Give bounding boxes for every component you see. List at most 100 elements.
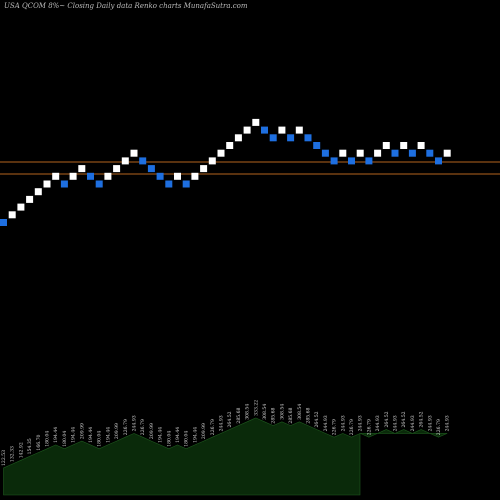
down-brick bbox=[321, 149, 329, 157]
down-brick bbox=[60, 180, 68, 188]
volume-label: 209.99 bbox=[149, 423, 155, 439]
down-brick bbox=[182, 180, 190, 188]
level-lines bbox=[0, 161, 500, 175]
volume-label: 244.93 bbox=[323, 415, 329, 431]
up-brick bbox=[130, 149, 138, 157]
up-brick bbox=[43, 180, 51, 188]
up-brick bbox=[400, 142, 408, 149]
up-brick bbox=[113, 165, 121, 173]
volume-label: 194.44 bbox=[71, 427, 77, 443]
volume-label: 308.54 bbox=[297, 404, 303, 420]
down-brick bbox=[269, 134, 277, 142]
volume-label: 226.79 bbox=[366, 419, 372, 435]
volume-label: 226.79 bbox=[210, 419, 216, 435]
volume-label: 209.99 bbox=[79, 423, 85, 439]
volume-label: 226.79 bbox=[140, 419, 146, 435]
down-brick bbox=[139, 157, 147, 165]
down-brick bbox=[304, 134, 312, 142]
volume-label: 244.93 bbox=[427, 415, 433, 431]
volume-label: 194.44 bbox=[53, 427, 59, 443]
down-brick bbox=[435, 157, 442, 165]
up-brick bbox=[226, 142, 234, 149]
down-brick bbox=[261, 126, 268, 134]
up-brick bbox=[252, 118, 260, 126]
up-brick bbox=[339, 149, 347, 157]
down-brick bbox=[156, 172, 164, 180]
up-brick bbox=[278, 126, 286, 134]
down-brick bbox=[313, 142, 321, 149]
volume-label: 180.04 bbox=[45, 431, 51, 447]
volume-label: 285.68 bbox=[306, 407, 312, 423]
volume-label: 226.79 bbox=[123, 419, 129, 435]
down-brick bbox=[287, 134, 295, 142]
volume-label: 244.93 bbox=[393, 415, 399, 431]
volume-label: 244.93 bbox=[219, 415, 225, 431]
up-brick bbox=[191, 172, 199, 180]
volume-label: 264.52 bbox=[227, 411, 233, 427]
up-brick bbox=[234, 134, 242, 142]
volume-label: 285.68 bbox=[288, 407, 294, 423]
renko-bricks bbox=[0, 118, 451, 226]
volume-label: 244.93 bbox=[410, 415, 416, 431]
down-brick bbox=[0, 219, 7, 226]
up-brick bbox=[69, 172, 77, 180]
up-brick bbox=[295, 126, 303, 134]
up-brick bbox=[356, 149, 364, 157]
up-brick bbox=[121, 157, 129, 165]
volume-label: 166.70 bbox=[36, 434, 42, 450]
up-brick bbox=[78, 165, 86, 173]
volume-label: 244.93 bbox=[445, 415, 451, 431]
down-brick bbox=[408, 149, 416, 157]
volume-labels: 122.53 132.33 142.92 154.35 166.70 180.04 194.… bbox=[1, 400, 451, 466]
volume-label: 264.52 bbox=[401, 411, 407, 427]
up-brick bbox=[382, 142, 390, 149]
volume-label: 194.44 bbox=[158, 427, 164, 443]
down-brick bbox=[348, 157, 355, 165]
down-brick bbox=[426, 149, 434, 157]
down-brick bbox=[95, 180, 103, 188]
up-brick bbox=[17, 203, 25, 211]
volume-label: 194.44 bbox=[105, 427, 111, 443]
up-brick bbox=[374, 149, 382, 157]
up-brick bbox=[417, 142, 425, 149]
volume-label: 264.52 bbox=[419, 411, 425, 427]
volume-label: 308.54 bbox=[262, 404, 268, 420]
volume-label: 226.79 bbox=[349, 419, 355, 435]
up-brick bbox=[52, 172, 60, 180]
volume-label: 154.35 bbox=[27, 438, 33, 454]
volume-label: 132.33 bbox=[10, 446, 16, 462]
volume-label: 194.44 bbox=[88, 427, 94, 443]
volume-label: 180.04 bbox=[166, 431, 172, 447]
volume-label: 194.44 bbox=[175, 427, 181, 443]
down-brick bbox=[391, 149, 399, 157]
chart-title: USA QCOM 8%~ Closing Daily data Renko ch… bbox=[4, 2, 248, 10]
volume-label: 264.52 bbox=[384, 411, 390, 427]
volume-label: 180.04 bbox=[97, 431, 103, 447]
volume-label: 122.53 bbox=[1, 450, 7, 466]
up-brick bbox=[243, 126, 251, 134]
up-brick bbox=[26, 195, 34, 203]
down-brick bbox=[330, 157, 338, 165]
volume-label: 180.04 bbox=[62, 431, 68, 447]
up-brick bbox=[8, 211, 16, 219]
up-brick bbox=[208, 157, 216, 165]
volume-label: 285.68 bbox=[271, 407, 277, 423]
up-brick bbox=[200, 165, 208, 173]
volume-label: 209.99 bbox=[114, 423, 120, 439]
volume-label: 226.79 bbox=[436, 419, 442, 435]
volume-label: 244.93 bbox=[358, 415, 364, 431]
volume-label: 180.04 bbox=[184, 431, 190, 447]
down-brick bbox=[365, 157, 373, 165]
volume-label: 333.22 bbox=[253, 400, 259, 416]
volume-area-shape bbox=[3, 417, 448, 496]
up-brick bbox=[443, 149, 451, 157]
down-brick bbox=[87, 172, 94, 180]
volume-label: 194.44 bbox=[192, 427, 198, 443]
volume-label: 308.54 bbox=[279, 404, 285, 420]
volume-label: 244.93 bbox=[340, 415, 346, 431]
volume-label: 142.92 bbox=[18, 442, 24, 458]
volume-label: 244.93 bbox=[132, 415, 138, 431]
volume-label: 264.52 bbox=[314, 411, 320, 427]
